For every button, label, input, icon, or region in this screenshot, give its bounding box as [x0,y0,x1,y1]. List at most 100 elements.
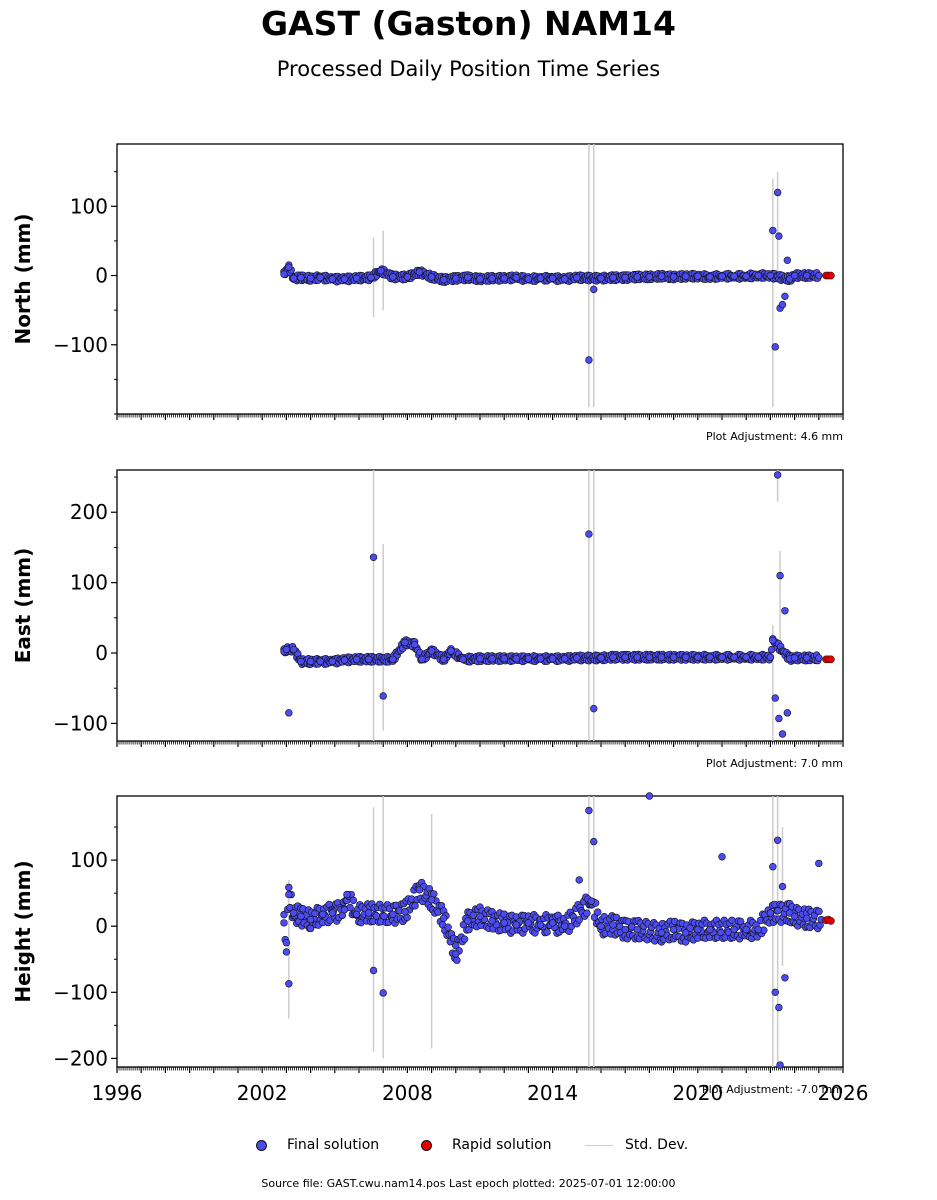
final-solution-point [573,654,581,662]
final-solution-point [289,274,298,283]
final-solution-point [766,653,775,661]
final-solution-point [403,273,412,281]
final-solution-point [669,925,678,934]
final-solution-point [343,890,351,899]
final-solution-point [802,914,811,922]
final-solution-point [560,922,569,930]
final-solution-point [669,653,678,661]
final-solution-point [389,655,397,664]
final-solution-point [369,966,378,975]
final-solution-point [590,837,598,846]
final-solution-point [645,273,654,281]
final-solution-point [280,270,288,278]
plot-adjustment-note: Plot Adjustment: 7.0 mm [706,757,843,770]
final-solution-point [440,275,448,284]
final-solution-point [718,653,726,661]
x-tick-label: 2026 [818,1081,869,1105]
final-solution-point [328,275,337,283]
final-solution-point [306,915,315,924]
final-solution-point [282,939,291,947]
final-solution-point [590,704,598,713]
final-solution-point [427,273,436,281]
final-solution-point [657,653,666,661]
final-solution-point [560,654,569,663]
final-solution-point [754,925,762,934]
final-solution-point [306,657,315,666]
final-solution-point [297,273,305,282]
final-solution-point [633,925,641,934]
final-solution-point [621,925,629,934]
final-solution-point [285,890,293,899]
final-solution-point [769,863,777,871]
final-solution-point [730,653,738,661]
legend-stddev-label: Std. Dev. [625,1137,689,1153]
final-solution-point [280,919,288,927]
final-solution-point [453,956,461,964]
final-solution-point [367,273,375,282]
final-solution-point [349,896,358,905]
final-solution-point [427,647,436,655]
final-solution-point [440,914,448,922]
plot-adjustment-note: Plot Adjustment: 4.6 mm [706,430,843,443]
y-tick-label: 100 [70,194,108,218]
final-solution-point [694,925,702,934]
final-solution-point [742,925,750,934]
final-solution-point [771,988,779,997]
final-solution-point [730,925,738,934]
final-solution-point [285,883,293,892]
final-solution-point [476,654,484,663]
final-solution-point [440,655,448,664]
final-solution-point [452,950,460,958]
final-solution-point [815,907,823,916]
final-solution-point [427,896,436,904]
final-solution-point [415,268,424,276]
final-solution-point [633,273,641,281]
final-solution-point [469,911,478,919]
legend-stddev-line-icon [585,1144,613,1146]
final-solution-point [773,188,782,197]
final-solution-point [621,273,629,282]
final-solution-point [775,714,783,723]
final-solution-point [285,263,293,271]
final-solution-point [328,657,337,666]
final-solution-point [380,912,388,920]
y-tick-label: 100 [70,571,108,595]
final-solution-point [657,272,666,280]
final-solution-point [459,655,467,664]
final-solution-point [524,654,533,663]
final-solution-point [730,272,738,280]
legend-rapid-marker-icon [421,1139,432,1151]
final-solution-point [536,921,545,929]
final-solution-point [681,653,690,661]
x-tick-label: 1996 [92,1081,143,1105]
final-solution-point [306,274,315,283]
final-solution-point [645,653,654,661]
x-tick-label: 2020 [672,1081,723,1105]
final-solution-point [410,640,419,649]
y-tick-label: 100 [70,848,108,872]
final-solution-point [597,274,605,283]
final-solution-point [621,653,629,661]
final-solution-point [783,709,792,717]
final-solution-point [771,343,779,351]
final-solution-point [282,645,291,654]
final-solution-point [778,300,787,309]
legend-rapid: Rapid solution [421,1137,552,1153]
final-solution-point [316,657,324,666]
final-solution-point [583,909,591,917]
final-solution-point [548,654,557,663]
final-solution-point [612,913,621,922]
plot-frame-2 [116,469,844,742]
final-solution-point [328,909,337,917]
final-solution-point [401,907,409,916]
final-solution-point [681,272,690,280]
final-solution-point [594,908,602,916]
final-solution-point [778,882,787,891]
final-solution-point [444,923,452,931]
final-solution-point [289,909,298,917]
final-solution-point [587,897,596,905]
final-solution-point [575,876,583,884]
final-solution-point [766,909,775,917]
final-solution-point [447,647,455,655]
final-solution-point [773,836,782,844]
